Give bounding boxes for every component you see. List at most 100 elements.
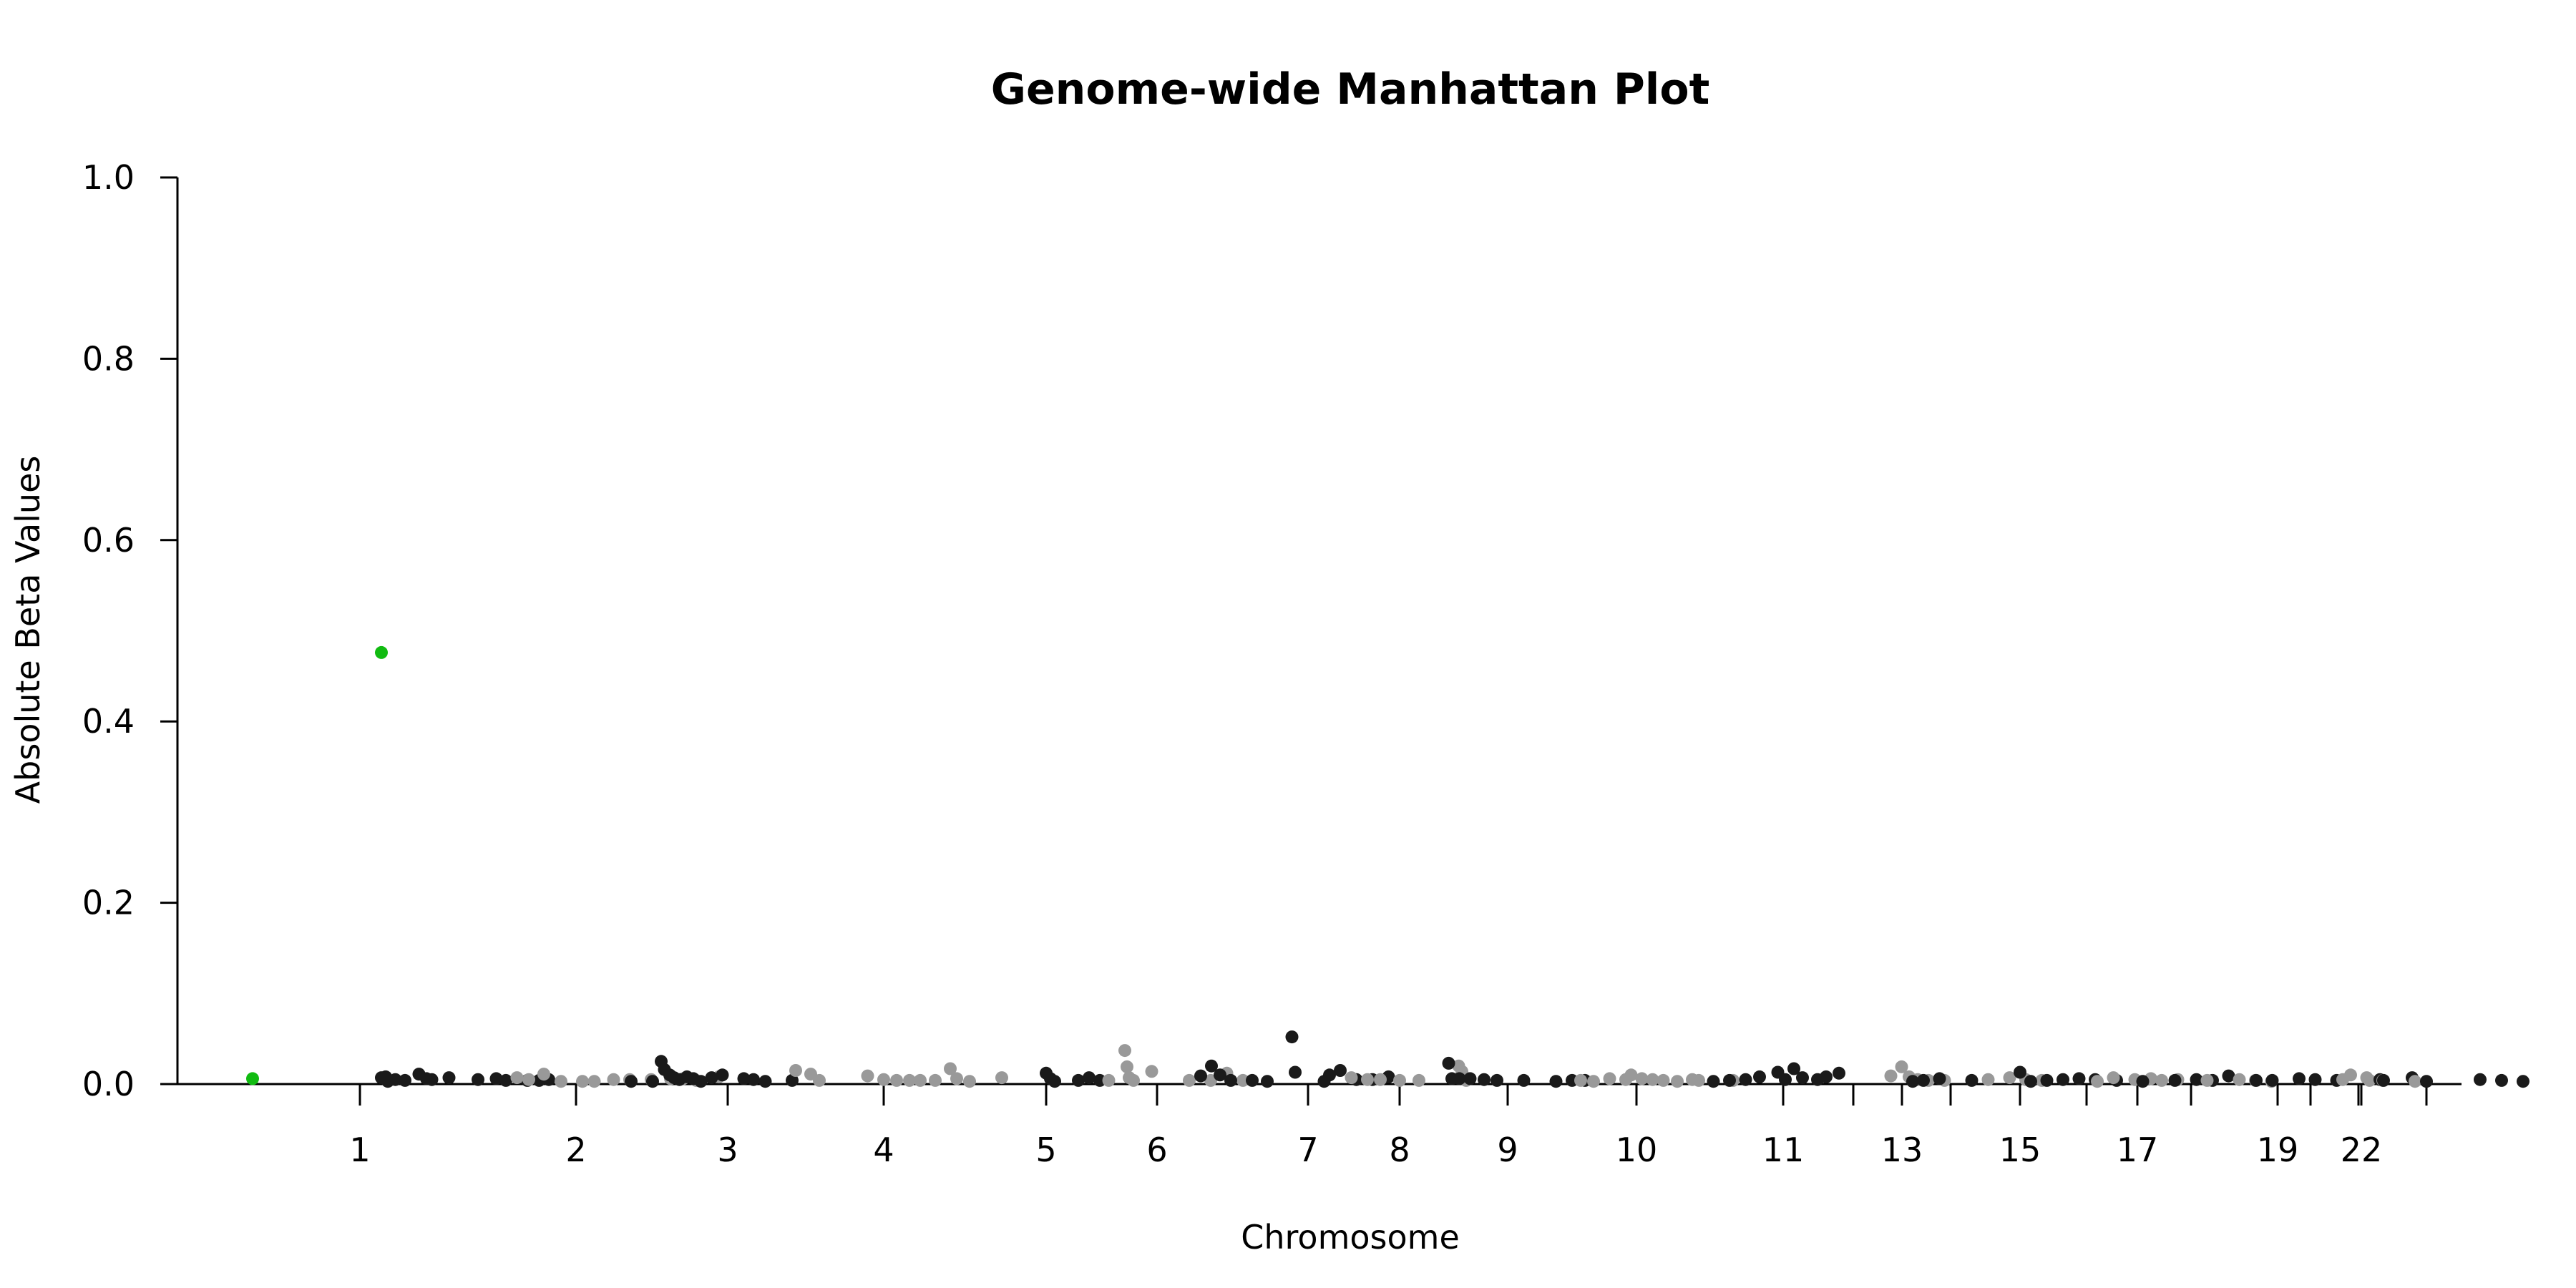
data-point xyxy=(1739,1073,1752,1086)
y-axis-ticks: 0.0 0.2 0.4 0.6 0.8 1.0 xyxy=(82,158,177,1103)
data-point xyxy=(625,1075,638,1088)
data-point xyxy=(399,1073,411,1087)
data-point xyxy=(903,1073,916,1087)
x-axis-ticks: 1 2 3 4 5 6 7 8 9 10 11 13 15 17 19 22 xyxy=(349,1084,2428,1169)
data-point xyxy=(1072,1073,1085,1087)
data-point xyxy=(1917,1073,1930,1087)
data-point xyxy=(861,1069,874,1083)
data-point xyxy=(1635,1072,1649,1085)
data-point xyxy=(2072,1072,2086,1085)
data-point xyxy=(1289,1065,1302,1079)
data-point xyxy=(2040,1073,2054,1087)
data-point xyxy=(1787,1062,1800,1075)
data-point xyxy=(442,1071,456,1085)
y-tick-label: 0.4 xyxy=(82,702,135,741)
data-point xyxy=(995,1071,1008,1085)
data-point xyxy=(1374,1073,1387,1086)
data-point xyxy=(1624,1068,1638,1082)
data-point xyxy=(2190,1073,2203,1086)
data-point xyxy=(1671,1075,1684,1088)
data-point xyxy=(1906,1075,1919,1088)
data-point xyxy=(2222,1069,2235,1083)
data-point xyxy=(716,1068,729,1082)
data-point xyxy=(2003,1071,2016,1085)
data-point xyxy=(1127,1073,1140,1087)
x-tick-label: 3 xyxy=(717,1131,738,1169)
x-tick-label: 2 xyxy=(565,1131,586,1169)
y-tick-label: 0.2 xyxy=(82,884,135,922)
y-axis-label: Absolute Beta Values xyxy=(9,456,47,804)
data-point xyxy=(2057,1073,2069,1086)
data-point xyxy=(2250,1073,2263,1087)
data-point xyxy=(1981,1073,1995,1086)
data-point xyxy=(1549,1075,1563,1088)
data-point xyxy=(2091,1075,2104,1088)
data-point xyxy=(1491,1073,1503,1087)
data-point xyxy=(2024,1075,2037,1088)
data-point xyxy=(2233,1073,2246,1086)
data-point xyxy=(2517,1075,2529,1088)
x-tick-label: 8 xyxy=(1389,1131,1410,1169)
data-point xyxy=(705,1071,718,1085)
data-point xyxy=(2168,1073,2182,1087)
data-point xyxy=(2409,1075,2421,1088)
data-point xyxy=(1323,1068,1336,1082)
data-point xyxy=(1194,1069,1207,1083)
chart-title: Genome-wide Manhattan Plot xyxy=(991,64,1710,114)
data-point xyxy=(1214,1068,1226,1082)
data-point xyxy=(555,1075,567,1088)
x-tick-label: 13 xyxy=(1881,1131,1923,1169)
data-point xyxy=(1723,1073,1736,1087)
data-point xyxy=(2420,1075,2433,1088)
y-tick-label: 0.0 xyxy=(82,1065,135,1103)
data-point xyxy=(1796,1071,1809,1085)
data-point xyxy=(1121,1060,1133,1073)
data-point xyxy=(1393,1073,1406,1087)
data-point xyxy=(1204,1073,1217,1087)
x-tick-label: 10 xyxy=(1616,1131,1658,1169)
data-point xyxy=(747,1073,760,1086)
data-point xyxy=(1083,1071,1096,1085)
data-point xyxy=(1118,1044,1131,1058)
data-point xyxy=(1517,1073,1531,1087)
data-point xyxy=(537,1068,550,1081)
data-point xyxy=(510,1071,524,1085)
data-point xyxy=(737,1072,751,1085)
data-point xyxy=(2155,1073,2168,1087)
data-point xyxy=(963,1075,976,1088)
data-point xyxy=(786,1073,799,1087)
data-points xyxy=(246,645,2529,1088)
x-tick-label: 5 xyxy=(1035,1131,1056,1169)
data-point xyxy=(1236,1073,1249,1087)
data-point xyxy=(1345,1071,1358,1085)
data-point-highlight xyxy=(246,1072,259,1085)
y-tick-label: 0.8 xyxy=(82,339,135,378)
data-point xyxy=(425,1073,439,1086)
data-point xyxy=(1820,1070,1833,1083)
data-point xyxy=(1603,1072,1616,1085)
data-point xyxy=(1205,1059,1218,1073)
data-point xyxy=(472,1073,484,1086)
data-point xyxy=(1183,1073,1196,1087)
data-point xyxy=(1753,1070,1766,1083)
data-point xyxy=(2360,1071,2373,1085)
data-point xyxy=(929,1073,942,1087)
data-point xyxy=(1779,1073,1792,1086)
data-point xyxy=(2265,1073,2279,1087)
data-point xyxy=(1587,1075,1600,1088)
x-tick-label: 22 xyxy=(2341,1131,2383,1169)
x-tick-label: 6 xyxy=(1146,1131,1167,1169)
x-tick-label: 4 xyxy=(873,1131,894,1169)
x-tick-label: 19 xyxy=(2257,1131,2299,1169)
data-point xyxy=(389,1073,402,1086)
data-point xyxy=(2344,1068,2357,1082)
x-tick-label: 9 xyxy=(1497,1131,1518,1169)
data-point xyxy=(813,1073,826,1087)
data-point xyxy=(1453,1072,1466,1085)
data-point xyxy=(1833,1066,1845,1080)
data-point xyxy=(758,1075,772,1088)
data-point xyxy=(1965,1073,1979,1087)
data-point xyxy=(1224,1073,1237,1087)
data-point xyxy=(1895,1060,1908,1073)
